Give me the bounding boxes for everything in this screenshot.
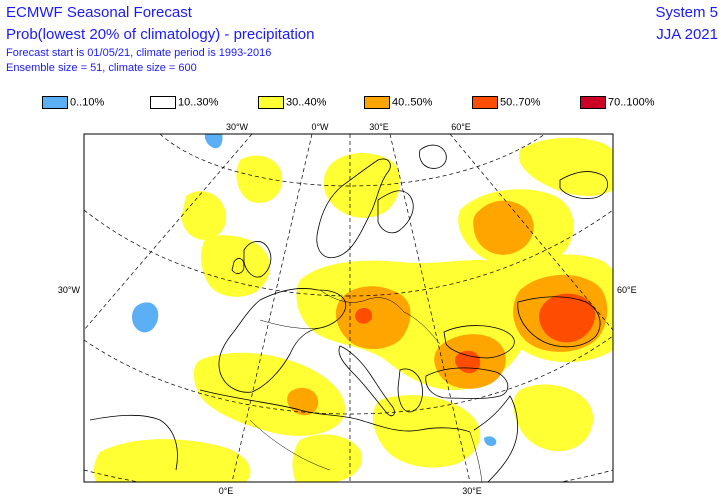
border-line bbox=[469, 431, 483, 482]
graticule-line bbox=[231, 134, 313, 482]
coastline bbox=[199, 389, 471, 433]
border-line bbox=[319, 289, 405, 313]
field-30-40 bbox=[372, 395, 481, 468]
legend-label: 40..50% bbox=[392, 96, 433, 109]
legend-label: 0..10% bbox=[70, 96, 105, 109]
legend-label: 30..40% bbox=[286, 96, 327, 109]
field-30-40 bbox=[323, 153, 401, 218]
bottom-lon-label: 30°E bbox=[462, 486, 482, 496]
border-line bbox=[403, 311, 441, 345]
legend: 0..10% 10..30% 30..40% 40..50% 50..70% 7… bbox=[0, 96, 724, 110]
probability-fields bbox=[93, 134, 613, 482]
right-label: 60°E bbox=[617, 285, 637, 295]
field-30-40 bbox=[513, 384, 594, 452]
legend-label: 10..30% bbox=[178, 96, 219, 109]
legend-swatch bbox=[472, 96, 498, 109]
graticule-line bbox=[84, 134, 253, 331]
legend-swatch bbox=[150, 96, 176, 109]
coastline bbox=[559, 171, 608, 199]
legend-label: 50..70% bbox=[500, 96, 541, 109]
legend-swatch bbox=[364, 96, 390, 109]
bottom-lon-label: 0°E bbox=[219, 486, 234, 496]
legend-swatch bbox=[258, 96, 284, 109]
legend-label: 70..100% bbox=[608, 96, 655, 109]
chart-subtitle: Prob(lowest 20% of climatology) - precip… bbox=[6, 26, 315, 43]
ensemble-info: Ensemble size = 51, climate size = 600 bbox=[6, 62, 197, 74]
legend-item: 50..70% bbox=[472, 96, 540, 110]
field-30-40 bbox=[518, 137, 613, 196]
coastline bbox=[243, 241, 272, 278]
top-lon-label: 30°W bbox=[226, 122, 249, 132]
coastline bbox=[218, 288, 346, 393]
field-30-40 bbox=[236, 155, 283, 203]
graticule bbox=[84, 134, 613, 482]
coastline bbox=[517, 296, 601, 348]
legend-swatch bbox=[42, 96, 68, 109]
field-30-40 bbox=[181, 191, 227, 240]
left-label: 30°W bbox=[58, 285, 81, 295]
graticule-line bbox=[449, 134, 613, 331]
period-label: JJA 2021 bbox=[656, 26, 718, 43]
legend-item: 0..10% bbox=[42, 96, 104, 110]
legend-item: 40..50% bbox=[364, 96, 432, 110]
graticule-line bbox=[389, 134, 471, 482]
coastline bbox=[425, 367, 509, 399]
coastline bbox=[89, 414, 178, 471]
coastline bbox=[316, 158, 391, 259]
field-50-70 bbox=[539, 293, 596, 343]
borders bbox=[249, 289, 483, 482]
coastlines bbox=[89, 144, 608, 482]
coastline bbox=[377, 190, 414, 234]
field-40-50 bbox=[335, 286, 411, 349]
border-line bbox=[249, 419, 331, 471]
field-30-40 bbox=[292, 434, 363, 482]
graticule-line bbox=[84, 209, 613, 297]
top-lon-label: 30°E bbox=[369, 122, 389, 132]
legend-item: 10..30% bbox=[150, 96, 218, 110]
coastline bbox=[338, 345, 395, 417]
coastline bbox=[473, 395, 518, 482]
legend-item: 30..40% bbox=[258, 96, 326, 110]
coastline bbox=[397, 368, 423, 413]
field-0-10 bbox=[484, 436, 497, 446]
coastline bbox=[443, 325, 515, 359]
field-0-10 bbox=[132, 302, 159, 333]
forecast-info: Forecast start is 01/05/21, climate peri… bbox=[6, 47, 272, 59]
legend-swatch bbox=[580, 96, 606, 109]
legend-item: 70..100% bbox=[580, 96, 654, 110]
field-40-50 bbox=[473, 200, 534, 255]
coastline bbox=[419, 144, 447, 169]
coastline bbox=[231, 258, 245, 274]
field-30-40 bbox=[193, 352, 346, 436]
field-50-70 bbox=[355, 308, 372, 324]
top-lon-label: 0°W bbox=[311, 122, 329, 132]
field-0-10 bbox=[204, 134, 223, 149]
map-frame bbox=[83, 133, 614, 483]
border-line bbox=[259, 319, 321, 329]
system-label: System 5 bbox=[655, 4, 718, 21]
chart-title: ECMWF Seasonal Forecast bbox=[6, 4, 192, 21]
top-lon-label: 60°E bbox=[451, 122, 471, 132]
field-30-40 bbox=[201, 235, 270, 297]
field-30-40 bbox=[93, 439, 251, 482]
